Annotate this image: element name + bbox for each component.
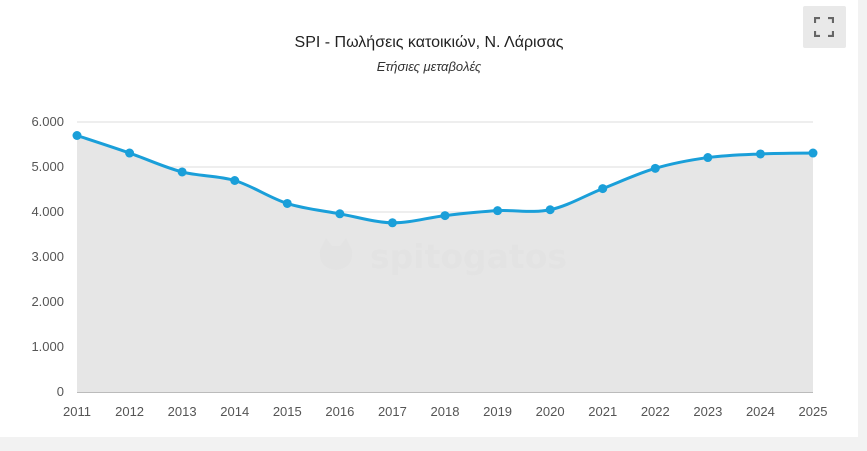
data-point[interactable] bbox=[440, 211, 450, 221]
data-point[interactable] bbox=[72, 131, 82, 140]
expand-icon bbox=[814, 17, 834, 37]
data-point[interactable] bbox=[282, 198, 292, 208]
data-point[interactable] bbox=[808, 148, 818, 158]
x-tick-label: 2015 bbox=[273, 404, 302, 419]
x-tick-label: 2013 bbox=[168, 404, 197, 419]
data-point[interactable] bbox=[598, 184, 608, 194]
x-tick-label: 2018 bbox=[431, 404, 460, 419]
data-point[interactable] bbox=[125, 148, 135, 158]
x-tick-label: 2016 bbox=[325, 404, 354, 419]
data-point[interactable] bbox=[335, 209, 345, 219]
x-tick-label: 2014 bbox=[220, 404, 249, 419]
fullscreen-button[interactable] bbox=[803, 6, 846, 48]
data-point[interactable] bbox=[650, 163, 660, 173]
x-tick-label: 2012 bbox=[115, 404, 144, 419]
watermark: spitogatos bbox=[319, 237, 567, 276]
data-point[interactable] bbox=[703, 153, 713, 163]
x-tick-label: 2020 bbox=[536, 404, 565, 419]
chart-title: SPI - Πωλήσεις κατοικιών, Ν. Λάρισας bbox=[294, 34, 564, 51]
y-tick-label: 6.000 bbox=[31, 114, 64, 129]
chart-svg: spitogatos 2011 2012 2013 2014 2015 2016 2017 2… bbox=[31, 114, 828, 419]
data-point[interactable] bbox=[177, 167, 187, 177]
data-point[interactable] bbox=[755, 149, 765, 159]
y-tick-label: 0 bbox=[57, 384, 64, 399]
watermark-text: spitogatos bbox=[370, 237, 567, 276]
chart-area-fill bbox=[77, 135, 813, 392]
y-tick-label: 3.000 bbox=[31, 249, 64, 264]
data-point[interactable] bbox=[545, 205, 555, 215]
x-tick-label: 2021 bbox=[588, 404, 617, 419]
data-point[interactable] bbox=[493, 206, 503, 216]
x-tick-label: 2022 bbox=[641, 404, 670, 419]
x-tick-label: 2023 bbox=[693, 404, 722, 419]
x-tick-label: 2024 bbox=[746, 404, 775, 419]
x-tick-label: 2011 bbox=[63, 404, 91, 419]
y-tick-label: 4.000 bbox=[31, 204, 64, 219]
x-tick-label: 2017 bbox=[378, 404, 407, 419]
y-tick-label: 2.000 bbox=[31, 294, 64, 309]
y-tick-label: 5.000 bbox=[31, 159, 64, 174]
chart-card: spitogatos 2011 2012 2013 2014 2015 2016 2017 2… bbox=[0, 0, 858, 437]
chart-subtitle: Ετήσιες μεταβολές bbox=[376, 59, 482, 74]
data-point[interactable] bbox=[230, 176, 240, 185]
data-point[interactable] bbox=[387, 218, 397, 228]
x-tick-label: 2025 bbox=[799, 404, 828, 419]
x-tick-label: 2019 bbox=[483, 404, 512, 419]
y-tick-label: 1.000 bbox=[31, 339, 64, 354]
